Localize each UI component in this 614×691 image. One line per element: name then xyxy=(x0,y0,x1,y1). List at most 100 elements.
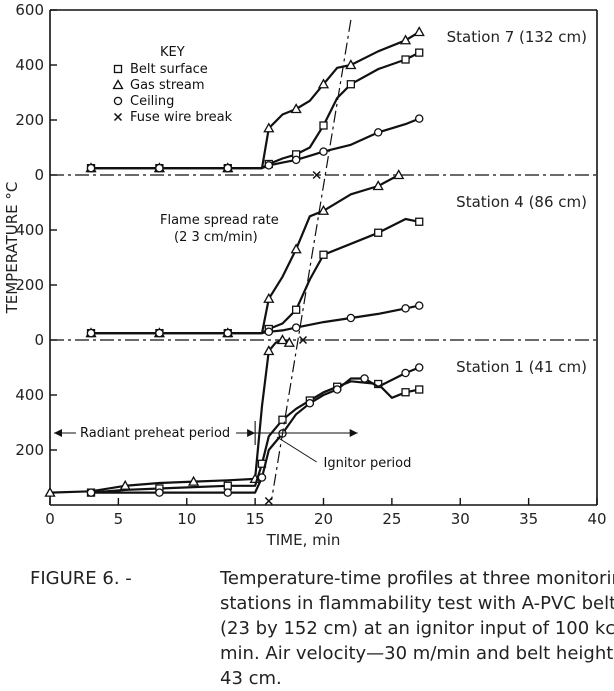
circle-marker xyxy=(223,328,233,338)
square-marker xyxy=(415,217,424,226)
square-marker xyxy=(319,121,328,130)
triangle-marker xyxy=(263,345,275,356)
circle-marker xyxy=(291,155,301,165)
y-tick-label: 200 xyxy=(15,441,44,459)
circle-marker xyxy=(86,328,96,338)
circle-marker xyxy=(319,147,328,156)
preheat-label: Radiant preheat period xyxy=(80,426,230,441)
temperature-time-chart: 0 5 10 15 20 25 30 35 40 TIME, min TEMPERATURE °C 0… xyxy=(3,1,607,549)
circle-marker xyxy=(223,488,233,497)
y-tick-label: 600 xyxy=(15,1,44,19)
series-triangle-line xyxy=(89,173,400,335)
key-entry-label: Belt surface xyxy=(130,62,208,77)
triangle-marker xyxy=(372,180,384,191)
triangle-marker xyxy=(345,59,357,70)
square-marker xyxy=(346,80,356,89)
circle-marker xyxy=(401,304,410,313)
circle-marker xyxy=(360,374,369,383)
key-circle-icon xyxy=(113,96,123,106)
y-tick-label: 400 xyxy=(15,56,44,74)
square-marker xyxy=(291,305,301,314)
circle-marker xyxy=(86,488,96,497)
x-tick-label: 40 xyxy=(587,510,606,528)
triangle-marker xyxy=(393,169,405,180)
y-tick-label: 0 xyxy=(34,331,44,349)
station-label: Station 1 (41 cm) xyxy=(456,358,587,376)
square-marker xyxy=(374,228,383,237)
triangle-marker xyxy=(290,243,302,254)
square-marker xyxy=(401,388,410,397)
x-tick-label: 25 xyxy=(382,510,401,528)
key-square-icon xyxy=(113,64,123,74)
x-tick-label: 20 xyxy=(314,510,333,528)
series-circle-line xyxy=(89,304,421,335)
y-axis-label: TEMPERATURE °C xyxy=(3,182,21,315)
series-triangle-line xyxy=(48,338,291,494)
y-tick-label: 400 xyxy=(15,221,44,239)
square-marker xyxy=(415,48,424,57)
square-marker xyxy=(415,385,424,394)
caption-line: min. Air velocity—30 m/min and belt heig… xyxy=(220,643,614,664)
x-tick-label: 15 xyxy=(246,510,265,528)
x-stroke xyxy=(264,496,273,506)
fuse-break-marker xyxy=(264,496,273,506)
circle-marker xyxy=(401,368,410,378)
flame-spread-label: Flame spread rate xyxy=(160,213,279,228)
y-tick-label: 200 xyxy=(15,111,44,129)
ignitor-leader xyxy=(276,436,317,463)
x-stroke xyxy=(312,170,321,180)
square-marker xyxy=(319,250,328,259)
circle-marker xyxy=(86,163,96,173)
ignitor-label: Ignitor period xyxy=(324,456,412,471)
circle-marker xyxy=(264,327,274,336)
square-marker xyxy=(278,415,287,424)
caption-label: FIGURE 6. - xyxy=(30,568,132,589)
square-marker xyxy=(223,481,232,490)
x-axis-label: TIME, min xyxy=(266,531,341,549)
key-entry-label: Gas stream xyxy=(130,78,205,93)
key-entry-label: Fuse wire break xyxy=(130,110,233,125)
x-stroke xyxy=(113,112,123,122)
triangle-marker xyxy=(263,292,275,303)
triangle-marker xyxy=(413,26,425,37)
square-marker xyxy=(401,55,410,64)
caption-line: Temperature-time profiles at three monit… xyxy=(220,568,614,589)
triangle-marker xyxy=(317,78,330,89)
circle-marker xyxy=(305,398,315,408)
triangle-marker xyxy=(263,122,275,133)
triangle-marker xyxy=(276,334,289,345)
triangle-marker xyxy=(44,486,56,497)
x-tick-label: 30 xyxy=(451,510,470,528)
caption-line: 43 cm. xyxy=(220,668,282,689)
y-tick-label: 200 xyxy=(15,276,44,294)
preheat-label-bg xyxy=(76,423,236,439)
key-entry-label: Ceiling xyxy=(130,94,174,109)
caption-line: stations in flammability test with A-PVC… xyxy=(220,593,614,614)
circle-marker xyxy=(264,161,274,170)
x-stroke xyxy=(298,335,308,345)
station-label: Station 7 (132 cm) xyxy=(447,28,587,46)
circle-marker xyxy=(155,163,164,173)
preheat-arrow-left-head xyxy=(54,429,62,437)
triangle-marker xyxy=(399,34,412,45)
circle-marker xyxy=(414,114,424,123)
flame-spread-rate: (2 3 cm/min) xyxy=(174,230,258,245)
circle-marker xyxy=(155,328,164,338)
preheat-arrow-right-head xyxy=(247,429,256,437)
triangle-marker xyxy=(283,336,295,347)
ignitor-arrow-head xyxy=(349,429,358,437)
y-tick-label: 400 xyxy=(15,386,44,404)
circle-marker xyxy=(346,313,356,323)
circle-marker xyxy=(414,363,424,372)
circle-marker xyxy=(155,488,164,497)
circle-marker xyxy=(257,473,267,482)
circle-marker xyxy=(223,163,233,173)
triangle-marker xyxy=(187,475,200,486)
series-circle-line xyxy=(89,117,421,170)
y-tick-label: 0 xyxy=(34,166,44,184)
caption-line: (23 by 152 cm) at an ignitor input of 10… xyxy=(220,618,614,639)
x-tick-label: 35 xyxy=(519,510,538,528)
triangle-marker xyxy=(317,204,330,215)
x-tick-label: 5 xyxy=(114,510,124,528)
circle-marker xyxy=(414,301,424,310)
